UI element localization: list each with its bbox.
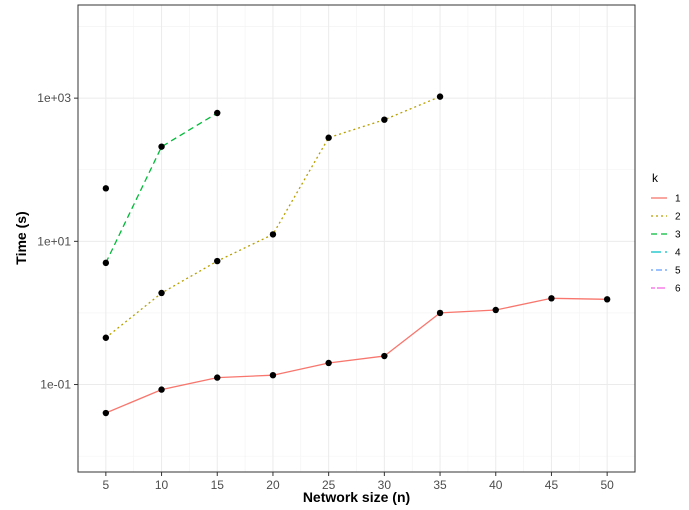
data-point-k1 [492,306,499,314]
x-axis: 5 10 15 20 25 30 35 40 45 50 [103,472,614,492]
x-tick-label: 20 [266,478,280,492]
x-tick-label: 35 [433,478,447,492]
data-point-k3 [214,109,221,117]
x-tick-label: 45 [545,478,559,492]
data-point-k2 [381,116,388,123]
legend-label-k2: 2 [675,212,681,223]
data-point-k2 [214,257,221,265]
data-point-k1 [214,374,221,381]
x-tick-label: 30 [378,478,392,492]
data-point-k2 [325,134,332,141]
major-grid [78,5,635,472]
data-point-k1 [269,371,277,379]
data-point-k1 [603,296,611,303]
data-point-k1 [381,352,388,360]
x-tick-label: 10 [155,478,169,492]
data-point-k3 [102,259,110,267]
legend-label-k1: 1 [675,194,681,205]
legend-label-k6: 6 [675,284,681,295]
data-point-k6 [102,185,110,192]
x-tick-label: 15 [211,478,225,492]
y-tick-label: 1e-01 [40,378,71,392]
data-point-k1 [325,359,332,367]
data-point-k2 [102,334,110,341]
data-point-k2 [269,231,277,238]
y-tick-label: 1e+03 [37,91,71,105]
y-tick-label: 1e+01 [37,234,71,248]
series-line-k3 [105,112,218,264]
legend-label-k5: 5 [675,266,681,277]
legend-title: k [652,171,659,185]
legend-label-k3: 3 [675,230,681,241]
minor-grid [78,5,635,472]
x-axis-title: Network size (n) [303,489,410,505]
x-tick-label: 40 [489,478,503,492]
y-axis-title: Time (s) [13,211,29,264]
data-point-k1 [548,295,555,302]
data-point-k1 [158,386,165,393]
plot-panel-border [77,4,636,473]
data-point-k2 [436,93,444,100]
legend: k 1 2 3 4 5 6 [651,171,681,295]
data-point-k1 [102,409,110,417]
x-tick-label: 25 [322,478,336,492]
y-axis: 1e-01 1e+01 1e+03 [37,91,78,392]
data-point-k1 [436,309,444,317]
x-tick-label: 50 [600,478,614,492]
data-points [102,93,611,417]
data-point-k3 [158,143,165,150]
legend-label-k4: 4 [675,248,681,259]
series-line-k1 [105,297,608,414]
x-tick-label: 5 [103,478,110,492]
data-point-k2 [158,289,165,297]
